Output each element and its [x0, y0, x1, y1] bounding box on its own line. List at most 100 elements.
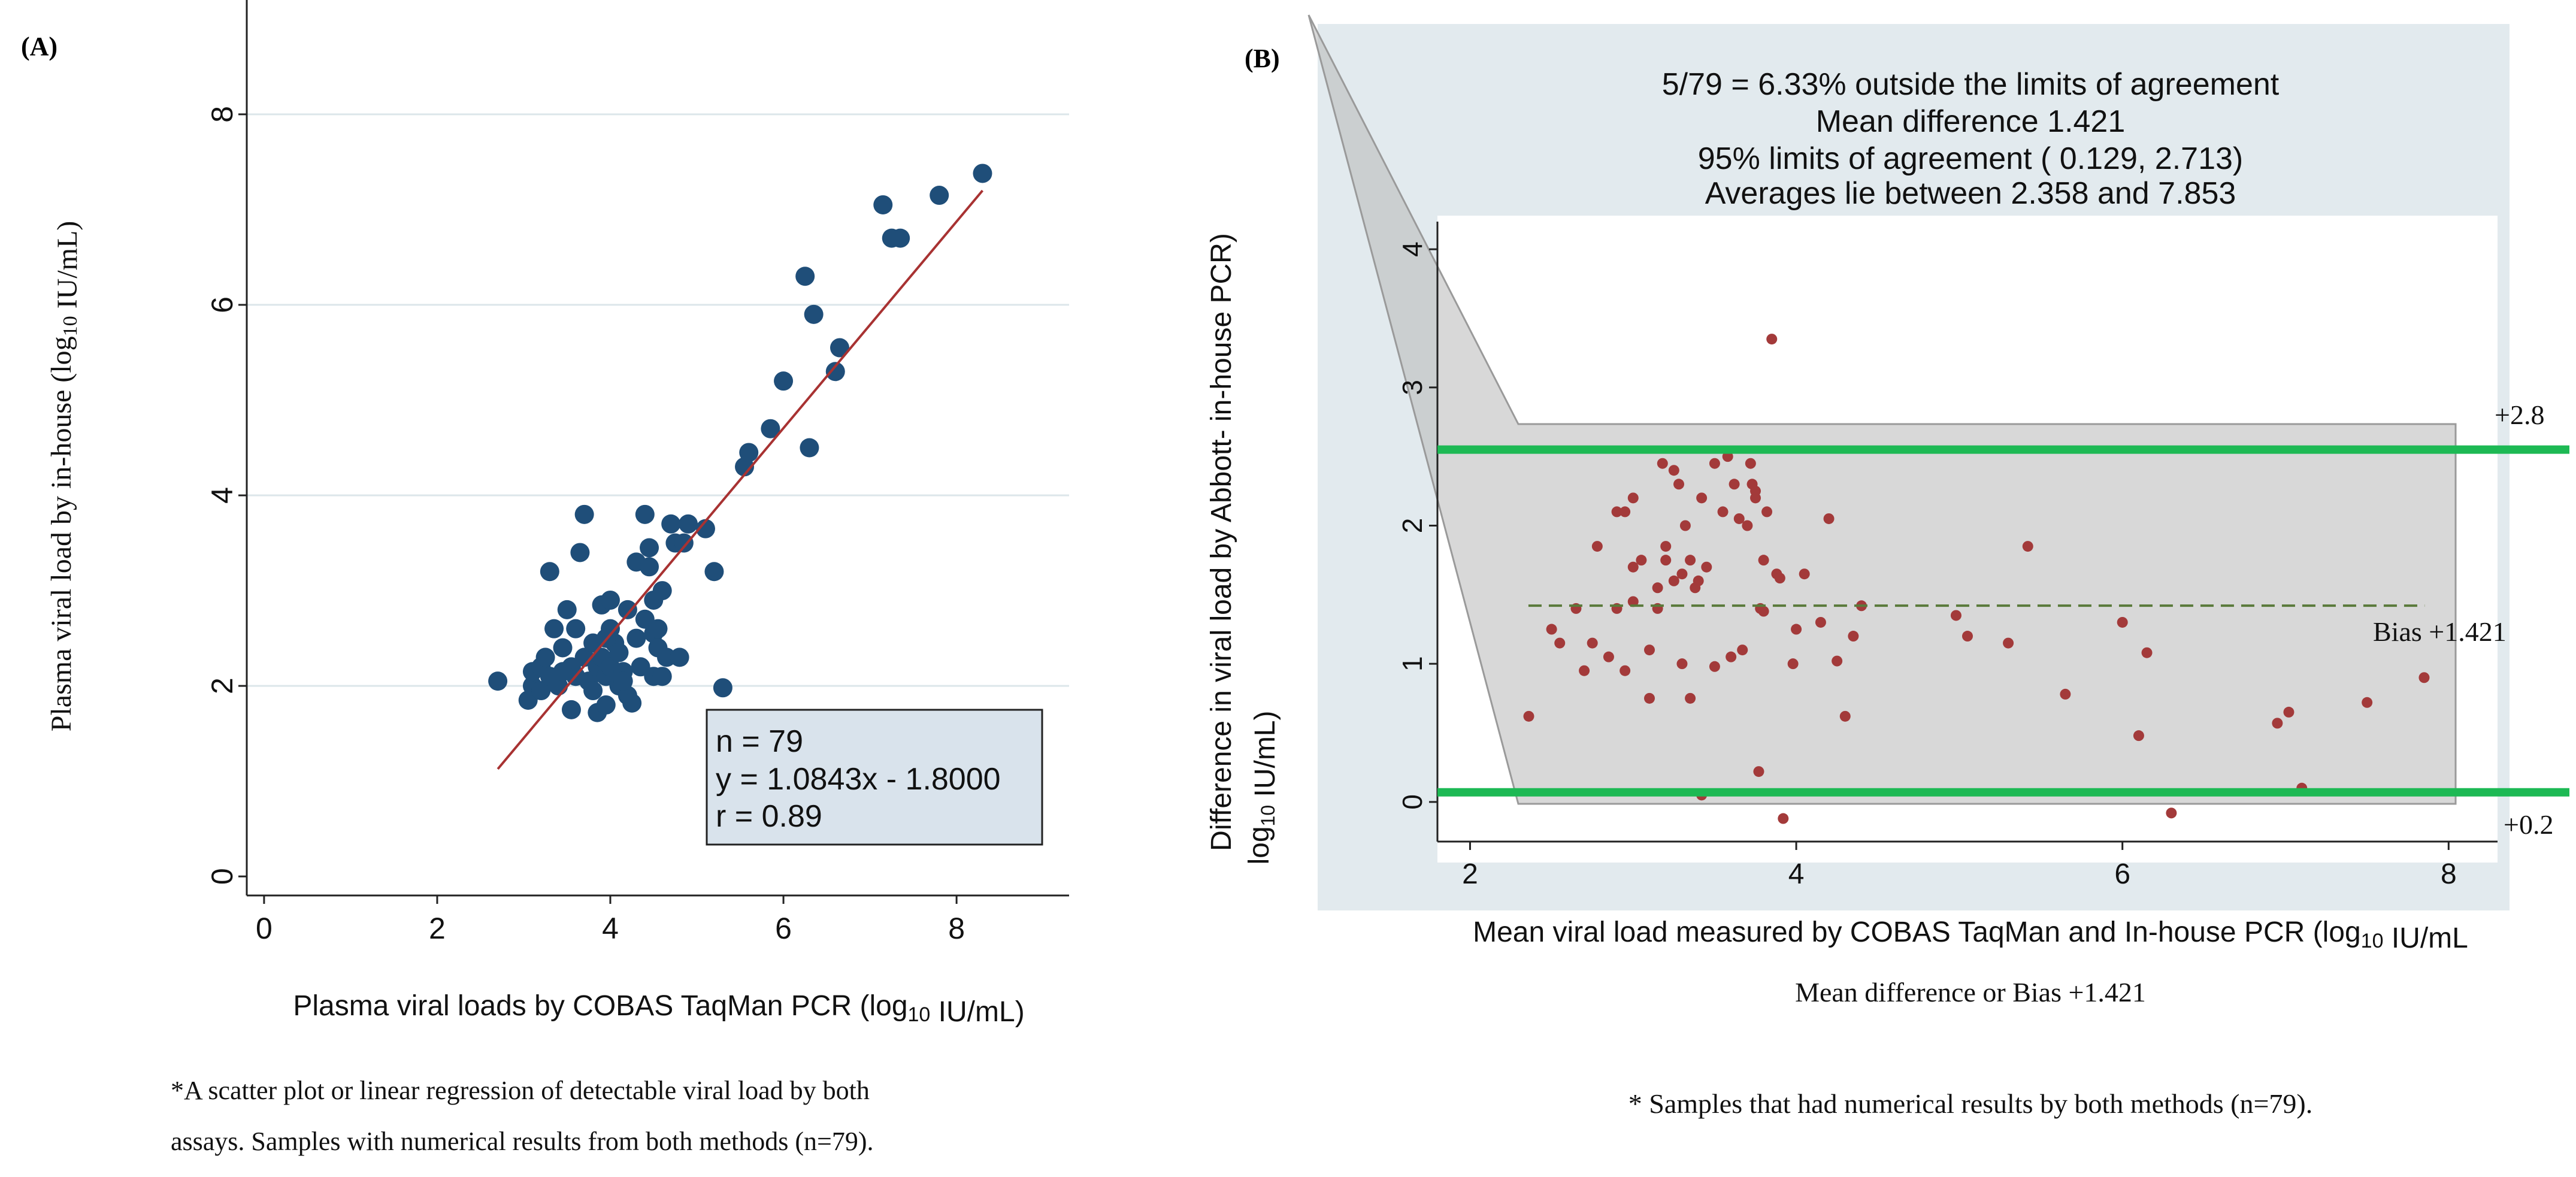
stats-n: n = 79 — [716, 724, 803, 759]
b-point-76 — [2272, 718, 2283, 729]
b-point-18 — [1652, 582, 1663, 594]
b-point-52 — [1758, 606, 1769, 617]
b-point-10 — [1620, 506, 1631, 518]
b-point-1 — [1546, 624, 1557, 635]
b-point-49 — [1753, 766, 1764, 777]
panel-a-caption-line2: assays. Samples with numerical results f… — [171, 1127, 874, 1156]
a-point-27 — [596, 695, 616, 715]
b-point-73 — [2133, 730, 2144, 742]
summary-averages-range: Averages lie between 2.358 and 7.853 — [1705, 176, 2236, 211]
a-point-37 — [622, 693, 642, 713]
stats-equation: y = 1.0843x - 1.8000 — [716, 762, 1001, 797]
a-point-67 — [825, 362, 845, 382]
b-point-70 — [2022, 541, 2033, 552]
a-point-64 — [795, 267, 815, 286]
b-point-60 — [1799, 568, 1810, 580]
b-point-37 — [1709, 661, 1720, 672]
b-ytick-label-4: 4 — [1397, 241, 1428, 257]
a-point-43 — [640, 538, 659, 558]
a-point-57 — [695, 519, 715, 538]
b-point-27 — [1676, 658, 1688, 670]
a-xtick-label-2: 2 — [429, 912, 446, 945]
panel-a-caption-line1: *A scatter plot or linear regression of … — [171, 1076, 870, 1105]
b-point-14 — [1627, 596, 1639, 607]
a-point-59 — [713, 678, 732, 698]
panel-b-label: (B) — [1245, 44, 1280, 73]
bias-note: Mean difference or Bias +1.421 — [1795, 977, 2146, 1007]
a-point-56 — [679, 514, 698, 534]
a-xtick-label-8: 8 — [948, 912, 965, 945]
b-point-4 — [1579, 665, 1590, 676]
b-point-69 — [2003, 637, 2014, 649]
b-point-28 — [1679, 520, 1691, 531]
a-ytick-label-6: 6 — [205, 296, 239, 313]
a-point-72 — [930, 186, 949, 205]
a-point-17 — [574, 504, 594, 524]
panel-b-y-axis-title-line2: log10 IU/mL) — [1243, 711, 1281, 865]
b-point-33 — [1696, 492, 1708, 504]
b-point-80 — [2418, 672, 2430, 683]
a-point-54 — [670, 647, 689, 667]
b-point-64 — [1839, 710, 1851, 722]
panel-a-ticks: 0 2 4 6 8 0 2 4 6 8 — [205, 106, 965, 945]
b-point-5 — [1587, 637, 1598, 649]
b-point-74 — [2141, 647, 2153, 658]
b-point-53 — [1761, 506, 1773, 518]
b-point-22 — [1660, 555, 1672, 566]
a-xtick-label-4: 4 — [602, 912, 619, 945]
b-point-32 — [1693, 575, 1704, 586]
summary-limits-of-agreement: 95% limits of agreement ( 0.129, 2.713) — [1698, 141, 2243, 176]
panel-a: (A) 0 2 4 6 8 0 2 4 6 8 n = 79 y = 1.0843x - 1.80… — [21, 0, 1069, 1156]
a-point-11 — [553, 638, 573, 658]
b-point-57 — [1778, 813, 1789, 824]
a-point-66 — [804, 304, 824, 324]
a-point-69 — [873, 195, 893, 214]
b-xtick-label-2: 2 — [1462, 858, 1478, 890]
a-point-4 — [531, 681, 551, 701]
upper-limit-label: +2.8 — [2495, 400, 2544, 430]
panel-b: (B) 5/79 = 6.33% outside the limits of a… — [1206, 14, 2569, 1119]
a-point-12 — [557, 600, 577, 619]
a-point-61 — [739, 443, 759, 462]
b-point-30 — [1685, 692, 1696, 704]
b-ytick-label-1: 1 — [1397, 656, 1428, 671]
a-point-49 — [652, 581, 672, 601]
b-point-58 — [1787, 658, 1799, 670]
b-point-41 — [1729, 479, 1740, 490]
a-ytick-label-2: 2 — [205, 677, 239, 694]
b-point-0 — [1523, 710, 1534, 722]
a-point-28 — [601, 590, 620, 610]
panel-a-stats-box — [706, 709, 1043, 846]
a-point-7 — [540, 562, 559, 582]
b-point-25 — [1673, 479, 1685, 490]
panel-a-regression-line — [497, 189, 984, 770]
b-point-29 — [1685, 555, 1696, 566]
b-point-39 — [1722, 451, 1733, 462]
panel-a-label: (A) — [21, 32, 57, 61]
b-point-17 — [1644, 692, 1655, 704]
a-point-35 — [617, 600, 637, 619]
a-point-44 — [640, 557, 659, 577]
panel-a-x-axis-title: Plasma viral loads by COBAS TaqMan PCR (… — [293, 990, 1024, 1028]
a-point-13 — [561, 700, 581, 719]
stats-r: r = 0.89 — [716, 799, 822, 834]
b-point-2 — [1554, 637, 1566, 649]
b-point-13 — [1627, 561, 1639, 573]
a-point-62 — [761, 419, 780, 438]
bias-label: Bias +1.421 — [2373, 616, 2507, 647]
b-point-7 — [1603, 651, 1614, 662]
b-xtick-label-6: 6 — [2114, 858, 2130, 890]
b-point-61 — [1815, 616, 1826, 628]
a-ytick-label-4: 4 — [205, 487, 239, 504]
b-point-6 — [1591, 541, 1603, 552]
panel-b-points — [1523, 334, 2430, 824]
a-point-50 — [652, 667, 672, 686]
panel-b-x-axis-title: Mean viral load measured by COBAS TaqMan… — [1473, 916, 2468, 954]
a-xtick-label-0: 0 — [256, 912, 273, 945]
b-point-79 — [2362, 697, 2373, 708]
b-point-44 — [1742, 520, 1753, 531]
b-xtick-label-8: 8 — [2441, 858, 2457, 890]
b-point-77 — [2283, 706, 2295, 718]
a-ytick-label-8: 8 — [205, 106, 239, 123]
